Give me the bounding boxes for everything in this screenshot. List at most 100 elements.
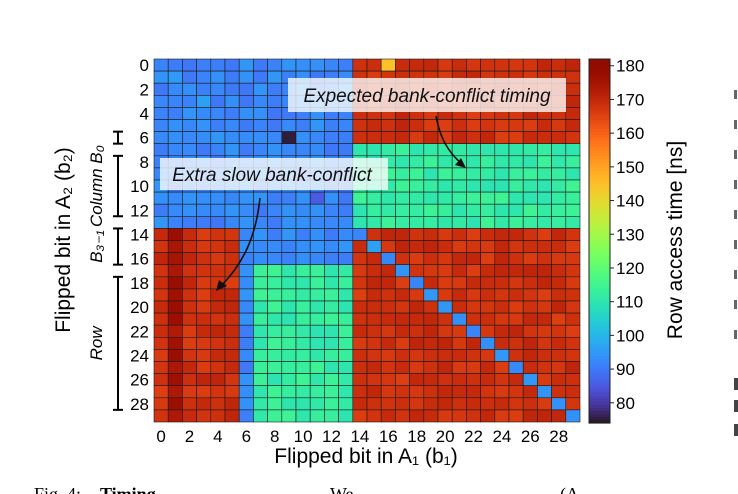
heatmap-cell xyxy=(466,336,481,350)
heatmap-cell xyxy=(167,228,183,241)
heatmap-cell xyxy=(253,131,268,145)
heatmap-cell xyxy=(281,240,297,253)
heatmap-cell xyxy=(182,385,197,399)
heatmap-cell xyxy=(167,216,183,229)
heatmap-cell xyxy=(395,312,410,326)
colorbar-segment xyxy=(589,80,610,84)
heatmap-cell xyxy=(451,385,467,399)
heatmap-cell xyxy=(409,131,425,145)
heatmap-cell xyxy=(253,361,268,374)
heatmap-cell xyxy=(153,385,169,399)
colorbar-segment xyxy=(589,210,610,215)
colorbar-segment xyxy=(589,262,610,266)
heatmap-cell xyxy=(224,228,240,241)
heatmap-cell xyxy=(238,276,254,290)
heatmap-cell xyxy=(295,131,311,145)
colorbar-segment xyxy=(589,244,610,248)
heatmap-cell xyxy=(167,397,183,411)
heatmap-cell xyxy=(182,119,197,132)
heatmap-cell xyxy=(423,336,439,350)
heatmap-cell xyxy=(224,203,240,217)
heatmap-cell xyxy=(494,385,510,399)
caption-prefix: Fig. 4: xyxy=(34,484,81,494)
heatmap-cell xyxy=(352,143,368,157)
heatmap-cell xyxy=(437,361,453,374)
heatmap-cell xyxy=(167,58,183,72)
y-tick-label: 0 xyxy=(140,56,149,75)
heatmap-cell xyxy=(437,143,453,157)
heatmap-cell xyxy=(466,58,481,72)
heatmap-cell xyxy=(522,119,538,132)
heatmap-cell xyxy=(267,312,283,326)
heatmap-cell xyxy=(182,240,197,253)
heatmap-cell xyxy=(153,349,169,362)
heatmap-cell xyxy=(196,324,212,338)
heatmap-cell xyxy=(409,216,425,229)
colorbar-frame xyxy=(588,58,611,424)
heatmap-cell xyxy=(324,143,339,157)
heatmap-cell xyxy=(238,336,254,350)
heatmap-cell xyxy=(196,82,212,96)
heatmap-cell xyxy=(451,349,467,362)
heatmap-cell xyxy=(267,324,283,338)
heatmap-cell xyxy=(522,143,538,157)
heatmap-cell xyxy=(409,385,425,399)
heatmap-cell xyxy=(395,252,410,266)
heatmap-cell xyxy=(494,373,510,387)
heatmap-cell xyxy=(508,167,524,181)
heatmap-cell xyxy=(167,191,183,205)
heatmap-cell xyxy=(395,191,410,205)
colorbar-segment xyxy=(589,168,610,172)
heatmap-cell xyxy=(309,349,325,362)
heatmap-cell xyxy=(267,264,283,278)
heatmap-cell xyxy=(153,397,169,411)
heatmap-cell xyxy=(196,203,212,217)
heatmap-cell xyxy=(167,240,183,253)
heatmap-cell xyxy=(366,216,382,229)
heatmap-cell xyxy=(366,397,382,411)
heatmap-cell xyxy=(508,143,524,157)
heatmap-cell xyxy=(395,228,410,241)
heatmap-cell xyxy=(366,385,382,399)
heatmap-cell xyxy=(437,276,453,290)
colorbar-segment xyxy=(589,122,610,127)
colorbar-segment xyxy=(589,225,610,230)
colorbar-segment xyxy=(589,213,610,218)
heatmap-cell xyxy=(522,240,538,253)
heatmap-cell xyxy=(537,336,552,350)
colorbar-segment xyxy=(589,383,610,388)
colorbar-segment xyxy=(589,377,610,382)
heatmap-cell xyxy=(508,264,524,278)
heatmap-cell xyxy=(480,288,496,302)
heatmap-cell xyxy=(395,167,410,181)
heatmap-cell xyxy=(395,155,410,169)
heatmap-cell xyxy=(167,385,183,399)
heatmap-cell xyxy=(551,58,567,72)
heatmap-cell xyxy=(324,228,339,241)
heatmap-cell xyxy=(395,264,410,278)
colorbar-segment xyxy=(589,159,610,163)
heatmap-cell xyxy=(267,361,283,374)
heatmap-cell xyxy=(167,288,183,302)
heatmap-cell xyxy=(182,143,197,157)
heatmap-cell xyxy=(196,131,212,145)
heatmap-cell xyxy=(451,58,467,72)
heatmap-cell xyxy=(253,397,268,411)
heatmap-cell xyxy=(537,203,552,217)
heatmap-cell xyxy=(451,409,467,423)
x-tick-labels: 0 2 4 6 8 10 12 14 16 18 20 22 24 26 28 xyxy=(156,427,568,446)
colorbar-segment xyxy=(589,241,610,245)
heatmap-cell xyxy=(409,397,425,411)
heatmap-cell xyxy=(210,324,226,338)
heatmap-cell xyxy=(380,409,396,423)
heatmap-cell xyxy=(281,336,297,350)
heatmap-cell xyxy=(309,324,325,338)
colorbar-segment xyxy=(589,86,610,90)
heatmap-cell xyxy=(309,252,325,266)
heatmap-cell xyxy=(281,119,297,132)
heatmap-cell xyxy=(409,264,425,278)
colorbar-segment xyxy=(589,368,610,373)
heatmap-cell xyxy=(338,240,354,253)
colorbar-segment xyxy=(589,353,610,357)
heatmap-cell xyxy=(210,252,226,266)
